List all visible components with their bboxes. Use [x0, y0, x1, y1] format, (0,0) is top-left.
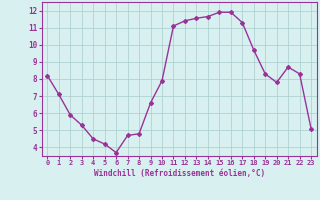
X-axis label: Windchill (Refroidissement éolien,°C): Windchill (Refroidissement éolien,°C) — [94, 169, 265, 178]
